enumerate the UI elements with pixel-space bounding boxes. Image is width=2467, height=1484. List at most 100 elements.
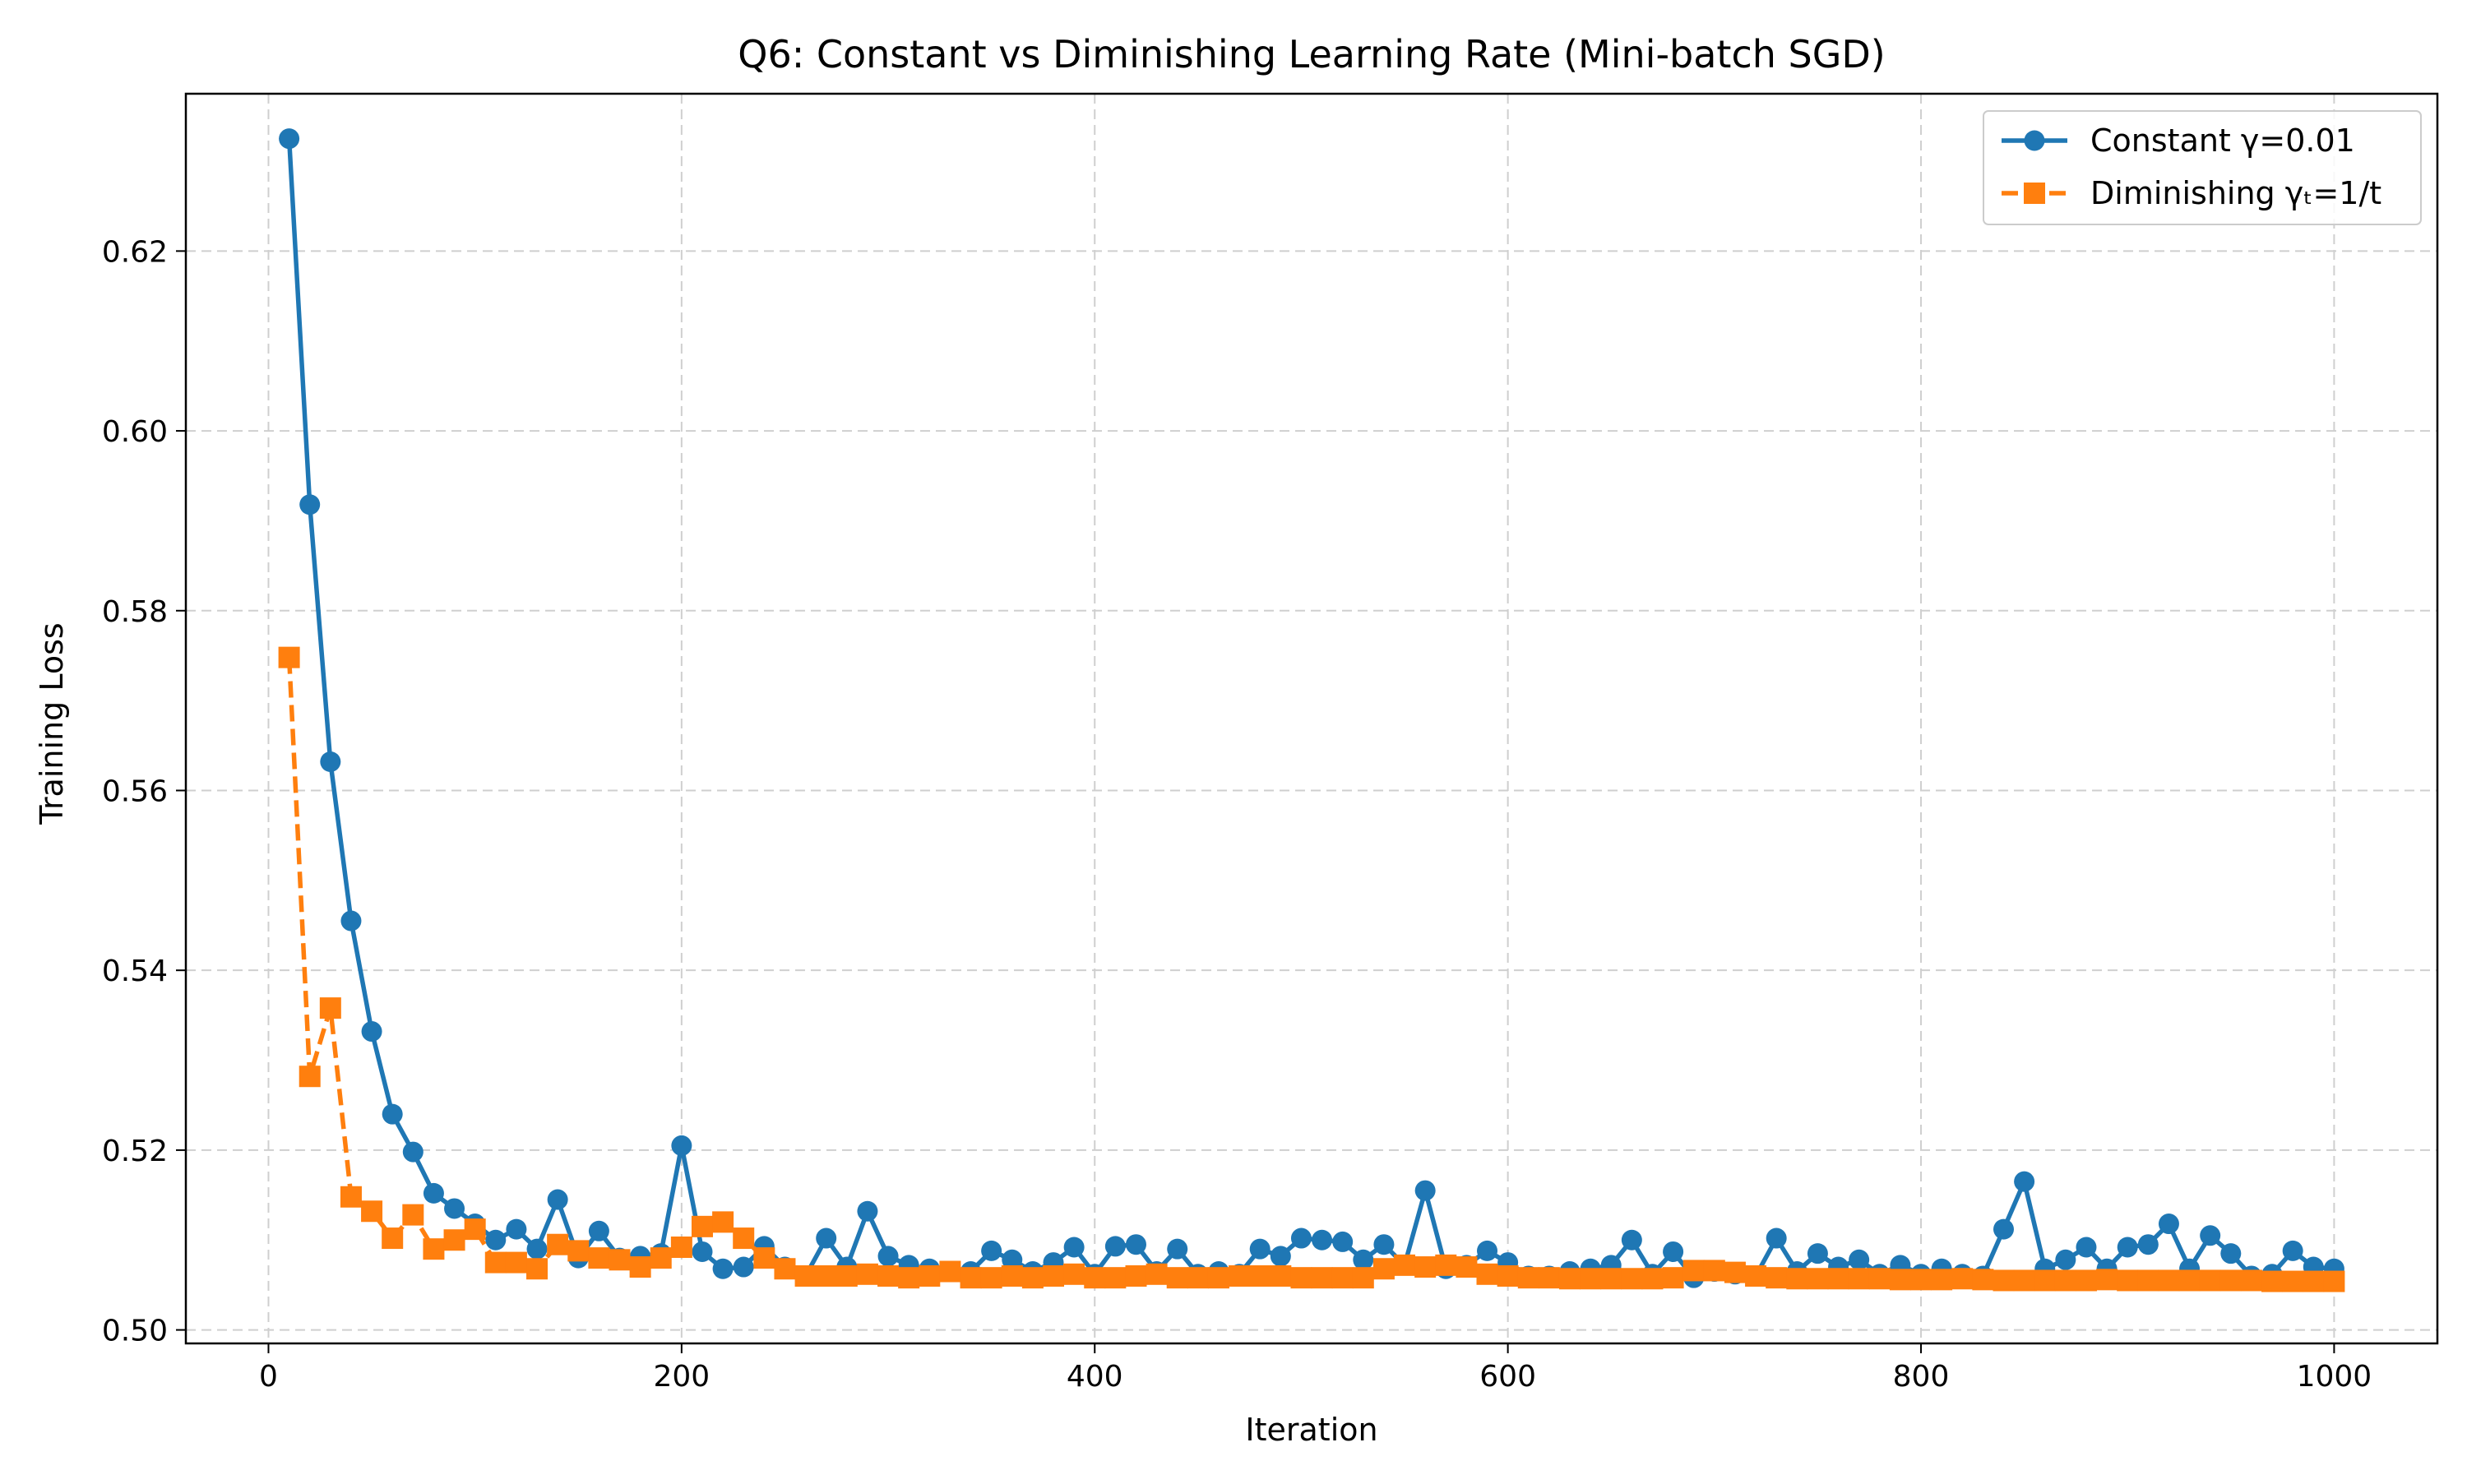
data-point <box>1517 1267 1539 1289</box>
data-point <box>484 1251 507 1274</box>
data-point <box>423 1238 445 1260</box>
data-point <box>1621 1229 1642 1251</box>
data-point <box>650 1247 672 1269</box>
data-point <box>2158 1214 2179 1235</box>
legend-entry: Diminishing γₜ=1/t <box>2002 175 2381 211</box>
data-point <box>1951 1268 1974 1290</box>
data-point <box>526 1258 548 1280</box>
x-tick-label: 200 <box>654 1360 710 1394</box>
data-point <box>299 494 321 515</box>
data-point <box>1477 1240 1498 1261</box>
data-point <box>2282 1240 2303 1261</box>
data-point <box>444 1198 465 1219</box>
data-point <box>2261 1270 2284 1292</box>
data-point <box>382 1227 404 1250</box>
data-point <box>2199 1269 2221 1292</box>
x-tick-label: 0 <box>259 1360 278 1394</box>
data-point <box>1580 1268 1602 1290</box>
data-point <box>361 1200 383 1223</box>
data-point <box>815 1264 837 1287</box>
data-point <box>670 1236 692 1258</box>
plot-area-frame <box>184 92 2439 1345</box>
data-point <box>733 1256 754 1278</box>
data-point <box>898 1267 920 1289</box>
data-point <box>588 1220 609 1241</box>
x-tick-label: 1000 <box>2297 1360 2372 1394</box>
data-point <box>774 1258 796 1280</box>
data-point <box>1372 1258 1395 1280</box>
data-point <box>1167 1238 1188 1260</box>
data-point <box>816 1227 837 1249</box>
data-point <box>1435 1254 1457 1276</box>
data-point <box>1353 1249 1374 1270</box>
data-point <box>1786 1268 1808 1290</box>
data-point <box>939 1260 961 1283</box>
data-point <box>1290 1267 1312 1289</box>
y-tick-label: 0.58 <box>102 595 168 629</box>
data-point <box>2117 1269 2139 1292</box>
data-point <box>1331 1267 1354 1289</box>
data-point <box>464 1218 486 1241</box>
y-tick-label: 0.52 <box>102 1135 168 1168</box>
data-point <box>1724 1261 1746 1283</box>
data-point <box>794 1264 817 1287</box>
data-point <box>2117 1237 2138 1258</box>
legend-marker <box>2024 130 2045 151</box>
data-point <box>629 1256 651 1278</box>
data-point <box>877 1246 899 1267</box>
data-point <box>1146 1263 1168 1285</box>
data-point <box>1663 1241 1684 1262</box>
data-point <box>547 1189 568 1210</box>
grid <box>186 94 2437 1343</box>
data-point <box>1021 1267 1044 1289</box>
data-point <box>382 1103 403 1125</box>
data-point <box>835 1264 858 1287</box>
y-tick-label: 0.60 <box>102 415 168 449</box>
data-point <box>1848 1268 1870 1290</box>
legend: Constant γ=0.01 Diminishing γₜ=1/t <box>1983 110 2422 225</box>
data-point <box>278 646 300 668</box>
data-point <box>1868 1268 1891 1290</box>
data-point <box>1125 1264 1147 1287</box>
data-point <box>1745 1264 1767 1287</box>
data-point <box>1352 1267 1374 1289</box>
data-point <box>712 1211 734 1233</box>
data-point <box>1394 1254 1416 1276</box>
x-tick-label: 800 <box>1893 1360 1950 1394</box>
data-point <box>2219 1269 2242 1292</box>
data-point <box>1332 1231 1354 1252</box>
data-point <box>1104 1236 1126 1257</box>
data-point <box>1373 1234 1395 1255</box>
data-point <box>1104 1267 1127 1289</box>
data-point <box>2054 1269 2076 1292</box>
data-point <box>2055 1249 2076 1270</box>
data-point <box>340 910 362 932</box>
data-point <box>2076 1237 2097 1258</box>
data-point <box>2303 1270 2325 1292</box>
data-point <box>1001 1264 1023 1287</box>
data-point <box>547 1233 569 1255</box>
data-point <box>609 1249 631 1271</box>
data-point <box>919 1264 941 1287</box>
data-point <box>1311 1267 1333 1289</box>
data-point <box>299 1066 321 1088</box>
data-point <box>423 1182 444 1204</box>
data-point <box>1931 1269 1953 1291</box>
data-point <box>960 1267 982 1289</box>
data-point <box>1807 1268 1829 1290</box>
data-point <box>733 1227 755 1250</box>
data-point <box>1972 1269 1994 1291</box>
legend-marker <box>2024 183 2045 204</box>
data-point <box>2096 1269 2118 1291</box>
data-point <box>753 1247 775 1269</box>
data-point <box>1290 1227 1312 1249</box>
data-point <box>1621 1268 1643 1290</box>
data-point <box>1476 1263 1498 1285</box>
data-point <box>857 1200 878 1222</box>
data-point <box>2158 1269 2180 1292</box>
data-point <box>1558 1268 1581 1290</box>
data-point <box>1229 1264 1251 1287</box>
data-point <box>443 1229 465 1251</box>
data-point <box>588 1247 610 1269</box>
